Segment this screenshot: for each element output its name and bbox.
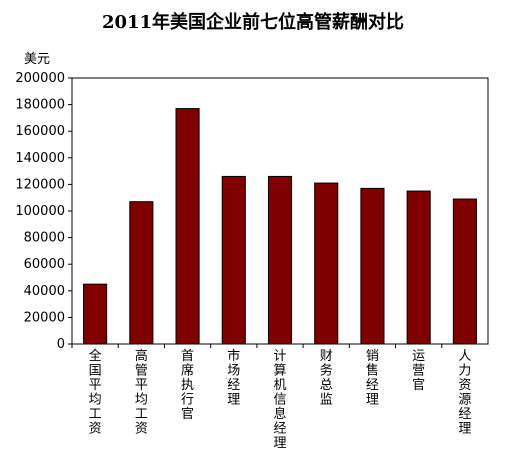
bar [267,175,293,345]
y-tick-label: 60000 [24,257,65,272]
y-tick-label: 0 [57,337,65,352]
bar [314,182,339,345]
x-tick-label: 运营官 [412,349,425,393]
bar [360,187,385,345]
x-tick-label: 高管平均工资 [135,348,148,437]
x-tick-label: 财务总监 [320,349,333,408]
y-tick-label: 200000 [15,71,65,86]
y-tick-label: 80000 [24,231,65,246]
bar [83,283,108,345]
x-tick-label: 销售经理 [366,349,379,408]
y-tick-label: 40000 [24,284,65,299]
x-tick-label: 计算机信息经理 [273,349,286,451]
y-tick-label: 140000 [15,151,65,166]
y-axis-ticks: 0 20000 40000 60000 80000 100000 120000 140000 1… [15,71,72,352]
bar [129,201,154,345]
y-tick-label: 180000 [15,98,65,113]
bar [406,190,431,345]
x-tick-label: 人力资源经理 [458,349,471,437]
x-tick-label: 全国平均工资 [89,348,102,437]
bar [221,175,246,345]
y-axis-unit-label: 美元 [24,52,51,67]
y-tick-label: 160000 [15,124,65,139]
x-tick-label: 市场经理 [227,348,240,408]
y-tick-label: 100000 [15,204,65,219]
x-axis-labels: 全国平均工资 高管平均工资 首席执行官 市场经理 计算机信息经理 财务总监 销售经理 运营官 人… [71,344,471,451]
y-tick-label: 20000 [24,310,65,325]
chart-title: 2011年美国企业前七位高管薪酬对比 [101,12,405,33]
y-tick-label: 120000 [15,177,65,192]
bars [83,108,477,345]
x-tick-label: 首席执行官 [181,349,194,422]
bar [175,108,200,345]
bar [452,198,477,345]
